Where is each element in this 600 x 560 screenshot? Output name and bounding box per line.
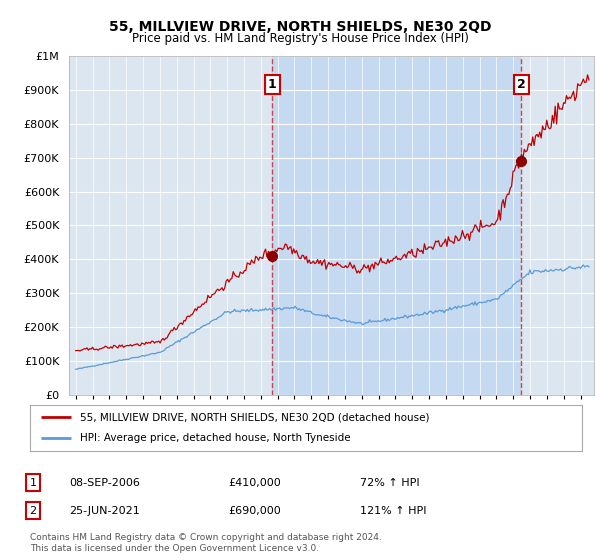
Bar [272,56,521,395]
Text: 72% ↑ HPI: 72% ↑ HPI [360,478,419,488]
Text: 2: 2 [517,78,526,91]
Text: 25-JUN-2021: 25-JUN-2021 [69,506,140,516]
Text: 1: 1 [29,478,37,488]
Text: 1: 1 [268,78,277,91]
Text: 55, MILLVIEW DRIVE, NORTH SHIELDS, NE30 2QD (detached house): 55, MILLVIEW DRIVE, NORTH SHIELDS, NE30 … [80,412,429,422]
Text: 08-SEP-2006: 08-SEP-2006 [69,478,140,488]
Text: £410,000: £410,000 [228,478,281,488]
Text: 55, MILLVIEW DRIVE, NORTH SHIELDS, NE30 2QD: 55, MILLVIEW DRIVE, NORTH SHIELDS, NE30 … [109,20,491,34]
Text: Price paid vs. HM Land Registry's House Price Index (HPI): Price paid vs. HM Land Registry's House … [131,32,469,45]
Text: 2: 2 [29,506,37,516]
Text: HPI: Average price, detached house, North Tyneside: HPI: Average price, detached house, Nort… [80,433,350,444]
Text: Contains HM Land Registry data © Crown copyright and database right 2024.
This d: Contains HM Land Registry data © Crown c… [30,533,382,553]
Text: 121% ↑ HPI: 121% ↑ HPI [360,506,427,516]
Text: £690,000: £690,000 [228,506,281,516]
